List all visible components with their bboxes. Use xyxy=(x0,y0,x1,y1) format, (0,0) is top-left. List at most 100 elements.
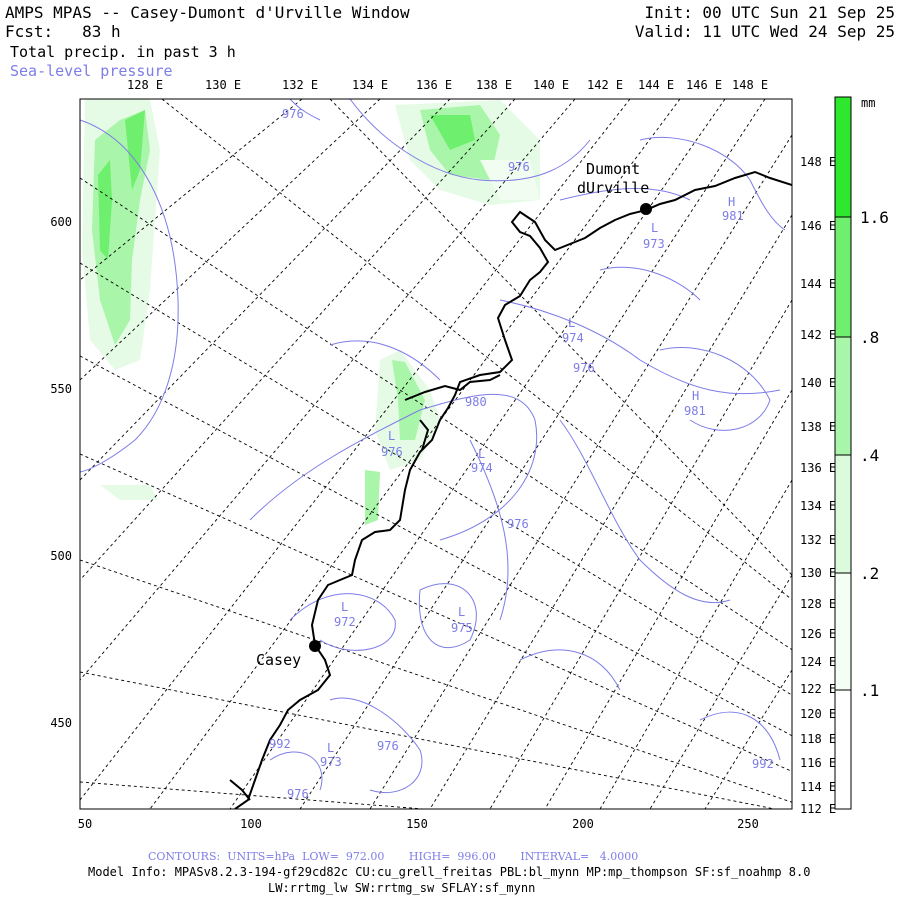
station-label: dUrville xyxy=(577,179,649,197)
colorbar-label: .2 xyxy=(860,564,879,583)
lon-label: 120 E xyxy=(800,707,836,721)
slp-label: 981 xyxy=(722,209,744,223)
lon-label: 126 E xyxy=(800,627,836,641)
colorbar-segment xyxy=(835,455,851,573)
lon-label: 146 E xyxy=(686,78,722,92)
x-tick-label: 150 xyxy=(406,817,428,831)
x-tick-label: 200 xyxy=(572,817,594,831)
slp-label: 973 xyxy=(320,755,342,769)
slp-label: 992 xyxy=(752,757,774,771)
lon-label: 136 E xyxy=(800,461,836,475)
lon-label: 138 E xyxy=(800,420,836,434)
slp-label: 980 xyxy=(465,395,487,409)
model-info-2: LW:rrtmg_lw SW:rrtmg_sw SFLAY:sf_mynn xyxy=(268,881,536,895)
station-marker-icon xyxy=(309,640,321,652)
colorbar-segment xyxy=(835,337,851,455)
slp-label: H xyxy=(692,389,699,403)
x-tick-label: 250 xyxy=(737,817,759,831)
slp-label: 976 xyxy=(377,739,399,753)
colorbar-segment xyxy=(835,217,851,337)
lon-label: 130 E xyxy=(800,566,836,580)
forecast-hour: Fcst: 83 h xyxy=(5,22,121,41)
precip-shading xyxy=(82,99,540,525)
lon-label: 130 E xyxy=(205,78,241,92)
colorbar-label: .1 xyxy=(860,681,879,700)
contour-info: CONTOURS: UNITS=hPa LOW= 972.00 HIGH= 99… xyxy=(148,850,639,863)
coastline xyxy=(229,170,792,809)
lon-label: 144 E xyxy=(800,277,836,291)
precip-colorbar: mm 1.6 .8 .4 .2 .1 xyxy=(834,96,889,810)
station-label: Casey xyxy=(256,651,301,669)
lon-label: 128 E xyxy=(127,78,163,92)
x-tick-label: 50 xyxy=(78,817,92,831)
lon-label: 144 E xyxy=(638,78,674,92)
station-casey: Casey xyxy=(256,640,321,669)
colorbar-label: .8 xyxy=(860,328,879,347)
top-lon-labels: 128 E 130 E 132 E 134 E 136 E 138 E 140 … xyxy=(127,78,768,92)
pressure-labels: 976 976 L 973 H 981 L 974 976 H 981 980 … xyxy=(269,107,774,801)
y-axis-ticks: 600 550 500 450 xyxy=(50,215,72,730)
lon-label: 142 E xyxy=(800,328,836,342)
slp-label: 981 xyxy=(684,404,706,418)
lon-label: 140 E xyxy=(800,376,836,390)
lon-label: 116 E xyxy=(800,756,836,770)
colorbar-label: .4 xyxy=(860,446,879,465)
station-dumont-durville: Dumont dUrville xyxy=(577,160,652,215)
slp-label: L xyxy=(651,221,658,235)
slp-label: L xyxy=(341,600,348,614)
slp-label: L xyxy=(478,447,485,461)
right-lon-labels: 148 E 146 E 144 E 142 E 140 E 138 E 136 … xyxy=(800,155,836,816)
slp-label: L xyxy=(458,605,465,619)
slp-label: H xyxy=(728,195,735,209)
y-tick-label: 500 xyxy=(50,549,72,563)
lon-label: 128 E xyxy=(800,597,836,611)
slp-label: 974 xyxy=(562,331,584,345)
colorbar-frame xyxy=(834,96,852,810)
lon-label: 118 E xyxy=(800,732,836,746)
slp-label: 976 xyxy=(287,787,309,801)
lat-lon-grid xyxy=(80,99,792,809)
station-label: Dumont xyxy=(586,160,640,178)
lon-label: 142 E xyxy=(587,78,623,92)
map-frame xyxy=(79,98,793,810)
slp-label: 976 xyxy=(508,160,530,174)
slp-label: 976 xyxy=(507,517,529,531)
slp-label: 976 xyxy=(282,107,304,121)
lon-label: 132 E xyxy=(282,78,318,92)
lon-label: 146 E xyxy=(800,219,836,233)
lon-label: 136 E xyxy=(416,78,452,92)
x-axis-ticks: 50 100 150 200 250 xyxy=(78,817,759,831)
colorbar-segment xyxy=(835,573,851,690)
y-tick-label: 550 xyxy=(50,382,72,396)
lon-label: 148 E xyxy=(732,78,768,92)
slp-label: L xyxy=(388,429,395,443)
colorbar-segment xyxy=(835,690,851,809)
valid-time: Valid: 11 UTC Wed 24 Sep 25 xyxy=(634,22,895,41)
model-info: Model Info: MPASv8.2.3-194-gf29cd82c CU:… xyxy=(88,865,811,879)
station-marker-icon xyxy=(640,203,652,215)
slp-label: 974 xyxy=(471,461,493,475)
colorbar-label: 1.6 xyxy=(860,208,889,227)
lon-label: 134 E xyxy=(800,499,836,513)
slp-label: 972 xyxy=(334,615,356,629)
field-precip-label: Total precip. in past 3 h xyxy=(10,43,236,61)
lon-label: 114 E xyxy=(800,780,836,794)
map-area: 976 976 L 973 H 981 L 974 976 H 981 980 … xyxy=(80,99,792,809)
slp-label: 973 xyxy=(643,237,665,251)
x-tick-label: 100 xyxy=(240,817,262,831)
slp-label: 975 xyxy=(451,621,473,635)
lon-label: 140 E xyxy=(533,78,569,92)
lon-label: 132 E xyxy=(800,533,836,547)
y-tick-label: 450 xyxy=(50,716,72,730)
y-tick-label: 600 xyxy=(50,215,72,229)
slp-label: L xyxy=(568,316,575,330)
slp-label: 992 xyxy=(269,737,291,751)
lon-label: 122 E xyxy=(800,682,836,696)
colorbar-unit: mm xyxy=(861,96,875,110)
slp-label: 976 xyxy=(573,361,595,375)
field-slp-label: Sea-level pressure xyxy=(10,62,173,80)
lon-label: 134 E xyxy=(352,78,388,92)
slp-contours xyxy=(80,99,786,794)
colorbar-segment xyxy=(835,97,851,217)
lon-label: 112 E xyxy=(800,802,836,816)
